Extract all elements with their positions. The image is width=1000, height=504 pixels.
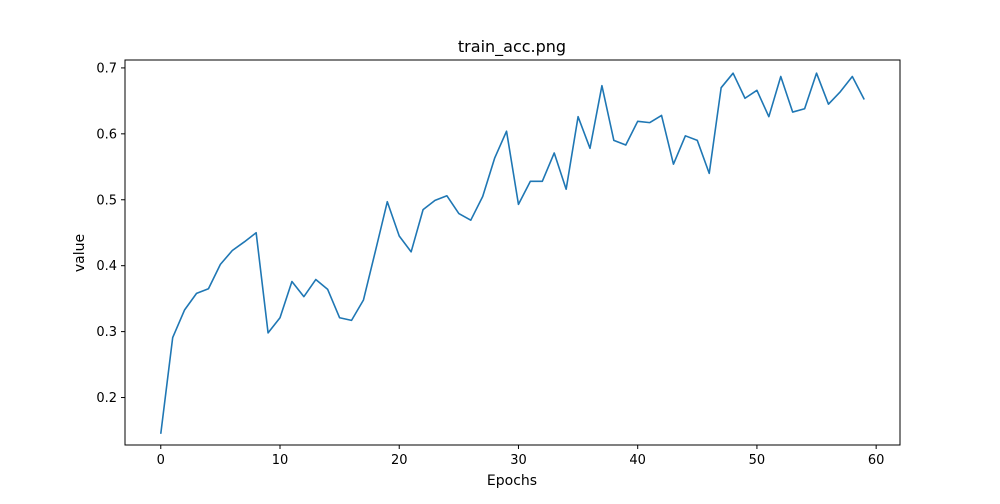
x-tick-label: 20 [391, 453, 408, 468]
y-tick-label: 0.2 [96, 391, 117, 406]
x-tick-label: 40 [629, 453, 646, 468]
x-axis-label: Epochs [487, 473, 537, 489]
x-tick-label: 10 [272, 453, 289, 468]
x-tick-label: 0 [157, 453, 165, 468]
y-tick-label: 0.3 [96, 325, 117, 340]
x-tick-label: 60 [868, 453, 885, 468]
y-tick-label: 0.7 [96, 61, 117, 76]
x-tick-label: 50 [749, 453, 766, 468]
x-tick-label: 30 [510, 453, 527, 468]
y-axis-label: value [72, 234, 88, 272]
chart-title: train_acc.png [458, 37, 566, 57]
axes-frame [124, 59, 901, 446]
y-tick-label: 0.5 [96, 193, 117, 208]
plot-area: 0 10 20 30 40 50 60 0.2 0.3 0.4 0.5 0.6 0.7 [96, 59, 901, 468]
y-tick-label: 0.6 [96, 127, 117, 142]
data-series-line [159, 72, 865, 434]
y-tick-label: 0.4 [96, 259, 117, 274]
